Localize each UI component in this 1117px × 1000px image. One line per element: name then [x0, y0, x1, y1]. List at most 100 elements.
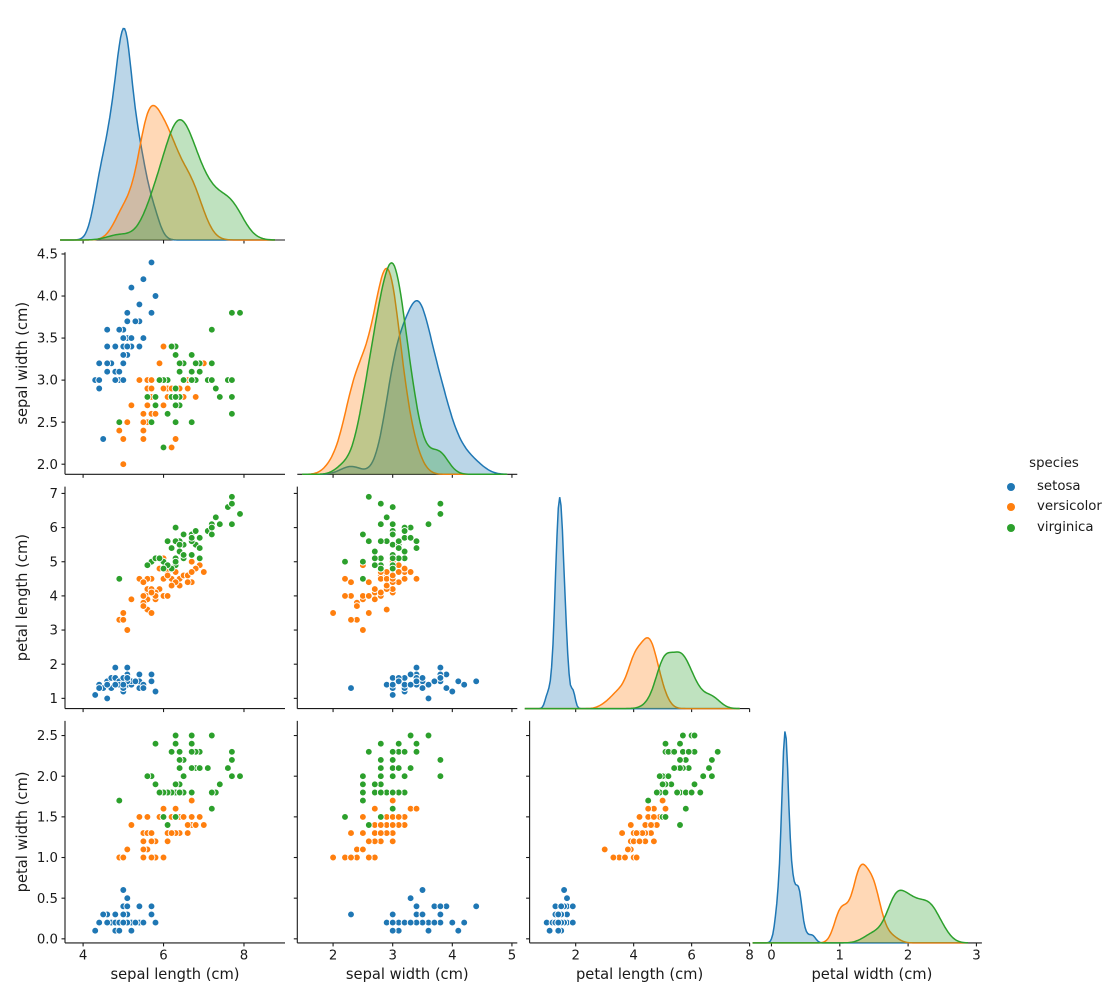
- scatter-point: [382, 513, 391, 522]
- scatter-point: [359, 845, 367, 854]
- scatter-point: [195, 544, 204, 552]
- scatter-subplot-r3c2: [542, 731, 722, 935]
- scatter-point: [364, 592, 373, 600]
- scatter-point: [359, 557, 367, 566]
- scatter-point: [155, 359, 164, 368]
- x-tick-label: 1: [836, 948, 844, 963]
- scatter-point: [143, 813, 152, 821]
- scatter-points-virginica: [341, 731, 445, 829]
- scatter-point: [139, 275, 148, 284]
- scatter-point: [147, 677, 156, 686]
- scatter-points-setosa: [91, 886, 160, 935]
- legend-item-virginica: virginica: [1002, 518, 1106, 539]
- scatter-point: [135, 342, 144, 351]
- scatter-point: [388, 520, 397, 529]
- scatter-point: [119, 460, 128, 469]
- scatter-subplot-r3c1: [329, 731, 481, 935]
- scatter-point: [388, 772, 397, 781]
- scatter-point: [159, 564, 168, 573]
- scatter-point: [171, 351, 180, 359]
- scatter-point: [119, 334, 128, 342]
- scatter-point: [394, 677, 403, 686]
- scatter-point: [171, 435, 180, 443]
- scatter-point: [472, 677, 481, 686]
- scatter-point: [661, 788, 670, 797]
- scatter-point: [228, 499, 236, 508]
- scatter-point: [139, 837, 148, 846]
- y-tick-label: 2: [50, 658, 58, 673]
- scatter-point: [347, 853, 355, 862]
- scatter-point: [207, 788, 216, 797]
- scatter-point: [123, 845, 132, 854]
- scatter-point: [412, 544, 421, 552]
- scatter-points-versicolor: [600, 788, 670, 862]
- scatter-point: [412, 804, 421, 813]
- scatter-point: [171, 401, 180, 410]
- scatter-point: [111, 342, 120, 351]
- scatter-points-versicolor: [115, 554, 208, 634]
- y-tick-label: 1: [50, 692, 58, 707]
- scatter-point: [690, 780, 699, 789]
- scatter-point: [708, 756, 716, 764]
- legend-marker-versicolor: [1007, 503, 1015, 512]
- y-tick-label: 1.5: [37, 810, 58, 825]
- scatter-point: [609, 853, 618, 862]
- scatter-point: [424, 520, 433, 529]
- scatter-point: [95, 376, 104, 384]
- scatter-point: [95, 384, 104, 393]
- scatter-point: [436, 499, 445, 508]
- scatter-point: [454, 926, 463, 935]
- scatter-point: [347, 578, 355, 587]
- scatter-point: [187, 551, 196, 559]
- scatter-point: [400, 772, 409, 781]
- scatter-points-virginica: [644, 731, 722, 829]
- scatter-point: [406, 680, 415, 689]
- y-tick-label: 0.0: [37, 932, 58, 947]
- scatter-point: [545, 926, 554, 935]
- scatter-point: [147, 418, 156, 427]
- scatter-point: [364, 578, 373, 587]
- y-tick-label: 3.5: [37, 332, 58, 347]
- scatter-point: [676, 756, 684, 764]
- legend-title: species: [1029, 456, 1079, 471]
- scatter-point: [661, 739, 670, 748]
- scatter-points-setosa: [91, 258, 160, 443]
- scatter-point: [103, 359, 112, 368]
- kde-fill-versicolor: [752, 864, 968, 943]
- scatter-point: [406, 918, 415, 927]
- scatter-point: [167, 581, 176, 590]
- scatter-point: [171, 739, 180, 748]
- scatter-point: [370, 595, 379, 604]
- legend-marker-setosa: [1007, 482, 1015, 491]
- kde-fill-virginica: [60, 119, 275, 240]
- scatter-point: [424, 680, 433, 689]
- scatter-point: [111, 680, 120, 689]
- scatter-point: [123, 894, 132, 903]
- scatter-point: [400, 564, 409, 573]
- x-axis-label-col0: sepal length (cm): [110, 966, 239, 983]
- scatter-point: [187, 731, 196, 740]
- scatter-point: [143, 561, 152, 570]
- scatter-point: [147, 588, 156, 597]
- scatter-point: [388, 530, 397, 539]
- scatter-point: [179, 530, 188, 539]
- scatter-point: [131, 918, 140, 927]
- y-tick-label: 4: [50, 589, 58, 604]
- scatter-point: [228, 772, 236, 781]
- scatter-point: [183, 821, 192, 829]
- scatter-point: [115, 367, 124, 376]
- scatter-point: [388, 680, 397, 689]
- scatter-point: [655, 772, 664, 781]
- legend-item-versicolor: versicolor: [1002, 497, 1106, 518]
- subplot-axes-r1c0: 2.0 2.5 3.0 3.5 4.0 4.5: [37, 248, 285, 478]
- scatter-point: [119, 609, 128, 617]
- scatter-point: [412, 747, 421, 756]
- scatter-point: [436, 902, 445, 911]
- scatter-point: [111, 663, 120, 672]
- kde-subplot-r0c0: [60, 27, 276, 241]
- scatter-point: [424, 926, 433, 935]
- scatter-point: [228, 756, 236, 764]
- scatter-point: [359, 530, 367, 539]
- scatter-point: [364, 747, 373, 756]
- scatter-point: [151, 780, 160, 789]
